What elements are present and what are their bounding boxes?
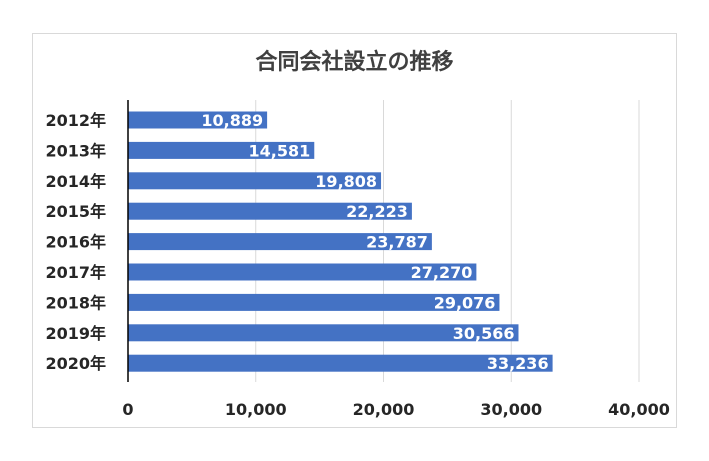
x-tick-label-0: 0 — [122, 400, 133, 419]
bar-2013年 — [128, 141, 315, 159]
category-label-2012年: 2012年 — [45, 111, 106, 130]
category-label-2013年: 2013年 — [45, 141, 106, 160]
x-tick-label-2: 20,000 — [353, 400, 415, 419]
data-label-2016年: 23,787 — [366, 233, 428, 252]
x-tick-label-1: 10,000 — [225, 400, 287, 419]
bar-2015年 — [128, 202, 412, 220]
bar-2012年 — [128, 111, 268, 129]
category-label-2014年: 2014年 — [45, 172, 106, 191]
data-label-2014年: 19,808 — [315, 172, 377, 191]
bar-2018年 — [128, 293, 500, 311]
bar-2014年 — [128, 172, 382, 190]
category-label-2015年: 2015年 — [45, 202, 106, 221]
data-label-2012年: 10,889 — [201, 111, 263, 130]
data-label-2019年: 30,566 — [453, 324, 515, 343]
bar-2017年 — [128, 263, 477, 281]
category-label-2019年: 2019年 — [45, 324, 106, 343]
category-label-2020年: 2020年 — [45, 354, 106, 373]
category-label-2018年: 2018年 — [45, 293, 106, 312]
data-label-2020年: 33,236 — [487, 354, 549, 373]
data-label-2018年: 29,076 — [434, 293, 496, 312]
bar-2020年 — [128, 354, 553, 372]
data-label-2015年: 22,223 — [346, 202, 408, 221]
category-label-2016年: 2016年 — [45, 233, 106, 252]
bar-2019年 — [128, 324, 519, 342]
category-label-2017年: 2017年 — [45, 263, 106, 282]
data-label-2017年: 27,270 — [411, 263, 473, 282]
x-tick-label-3: 30,000 — [480, 400, 542, 419]
x-tick-label-4: 40,000 — [608, 400, 670, 419]
data-label-2013年: 14,581 — [249, 141, 311, 160]
bar-2016年 — [128, 233, 432, 251]
chart-title: 合同会社設立の推移 — [255, 50, 454, 75]
